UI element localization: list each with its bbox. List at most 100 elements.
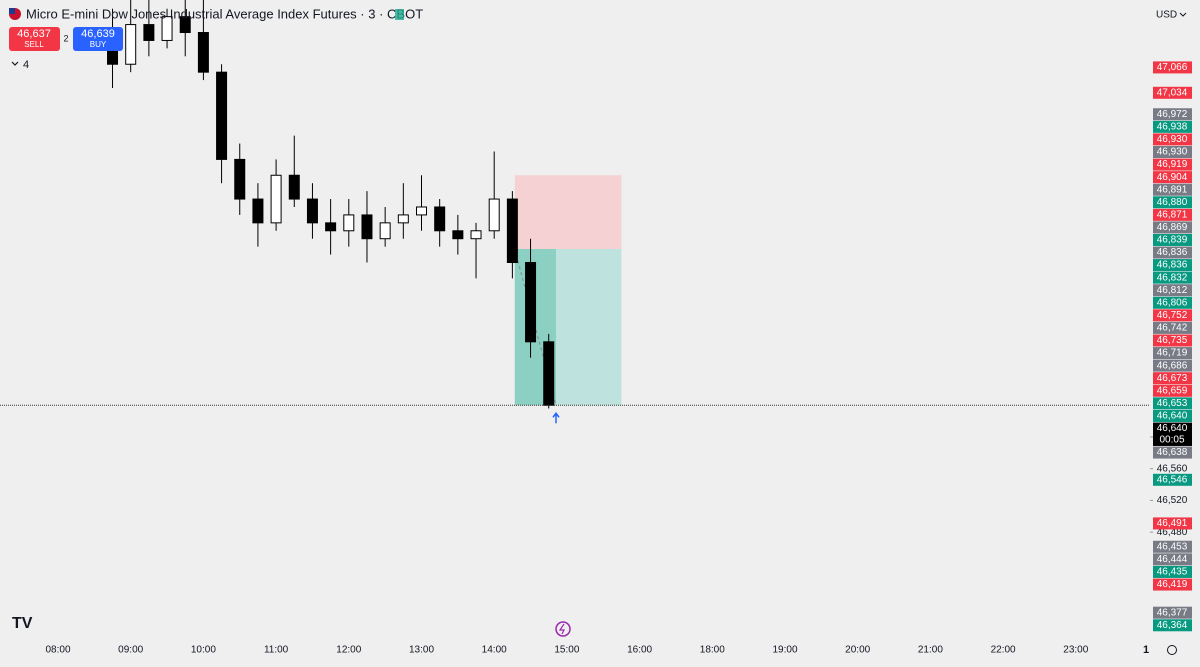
price-tag (1153, 171, 1192, 184)
buy-button[interactable] (73, 27, 123, 51)
price-tag-label: 46,377 (1157, 607, 1188, 618)
x-tick-label: 13:00 (409, 645, 434, 656)
sell-button[interactable] (9, 27, 60, 51)
last-price-tag (1153, 422, 1192, 446)
ui: Micro E-mini Dow Jones Industrial Averag… (9, 6, 1187, 656)
candle-body (325, 222, 337, 232)
price-tag (1153, 271, 1192, 284)
sell-label: SELL (24, 40, 44, 49)
price-tag (1153, 359, 1192, 372)
price-tag-label: 46,364 (1157, 620, 1188, 631)
price-tag-label: 46,752 (1157, 310, 1188, 321)
event-icon-bolt (558, 623, 565, 635)
sell-price: 46,637 (17, 28, 51, 40)
price-tag-label: 46,640 (1157, 423, 1188, 434)
price-tag (1153, 347, 1192, 360)
x-tick-label: 20:00 (845, 645, 870, 656)
price-tag (1153, 372, 1192, 385)
price-tag-label: 47,066 (1157, 62, 1188, 73)
price-tag (1153, 321, 1192, 334)
price-tag (1153, 397, 1192, 410)
price-tag (1153, 61, 1192, 74)
x-tick-label: 08:00 (45, 645, 70, 656)
price-tag-label: 46,871 (1157, 209, 1188, 220)
x-tick-label: 12:00 (336, 645, 361, 656)
price-tag-label: 46,836 (1157, 247, 1188, 258)
price-tag-label: 46,832 (1157, 272, 1188, 283)
price-tag (1153, 158, 1192, 171)
price-tag-label: 46,719 (1157, 348, 1188, 359)
price-tag (1153, 409, 1192, 422)
price-tag (1153, 578, 1192, 591)
price-tag-label: 47,034 (1157, 87, 1188, 98)
x-tick-label: 09:00 (118, 645, 143, 656)
price-tag (1153, 517, 1192, 530)
price-tag-label: 46,839 (1157, 235, 1188, 246)
price-tag-label: 46,444 (1157, 554, 1188, 565)
scale-label[interactable]: 1 (1143, 644, 1149, 656)
price-tag-label: 46,930 (1157, 134, 1188, 145)
settings-icon[interactable] (1167, 645, 1177, 655)
buy-label: BUY (90, 40, 107, 49)
event-icon[interactable] (555, 621, 571, 637)
price-tag (1153, 196, 1192, 209)
price-tag-label: 46,673 (1157, 373, 1188, 384)
candle-body (216, 71, 228, 160)
price-tag-label: 46,972 (1157, 109, 1188, 120)
candle-body (488, 198, 500, 232)
price-tag-label: 46,546 (1157, 474, 1188, 485)
candle-body (543, 341, 555, 406)
candle-body (379, 222, 391, 240)
price-tag-label: 46,880 (1157, 197, 1188, 208)
candle-body (270, 174, 282, 224)
price-tag (1153, 145, 1192, 158)
indicator-count[interactable]: 4 (23, 59, 29, 71)
price-tag (1153, 233, 1192, 246)
collapse-icon[interactable] (11, 61, 19, 66)
y-tick-label: 46,560 (1157, 463, 1188, 474)
x-tick-label: 22:00 (991, 645, 1016, 656)
candle-body (470, 230, 482, 240)
x-tick-label: 18:00 (700, 645, 725, 656)
candle-body (506, 198, 518, 264)
x-tick-label: 11:00 (264, 645, 289, 656)
candle-body (416, 206, 427, 216)
price-tag-label: 46,419 (1157, 579, 1188, 590)
candle-body (161, 16, 173, 41)
price-tag (1153, 108, 1192, 121)
candle-body (179, 16, 191, 34)
price-tag (1153, 606, 1192, 619)
price-tag (1153, 86, 1192, 99)
currency-caret (1179, 12, 1187, 17)
candle-body (343, 214, 355, 232)
price-tag-label: 46,891 (1157, 184, 1188, 195)
price-tag (1153, 221, 1192, 234)
price-tag-label: 46,836 (1157, 260, 1188, 271)
price-tag (1153, 309, 1192, 322)
buy-arrow (552, 412, 560, 424)
candle-body (252, 198, 264, 224)
x-tick-label: 15:00 (554, 645, 579, 656)
x-tick-label: 16:00 (627, 645, 652, 656)
y-tick-label: 46,520 (1157, 495, 1188, 506)
currency[interactable]: USD (1156, 10, 1177, 21)
flag-icon-canton (9, 8, 15, 14)
price-tag-label: 46,930 (1157, 147, 1188, 158)
candle-body (288, 174, 300, 200)
stop-zone (514, 175, 622, 250)
price-tag-label: 46,904 (1157, 172, 1188, 183)
candle-body (197, 32, 209, 73)
price-tag-label: 46,919 (1157, 159, 1188, 170)
price-tag-label: 46,742 (1157, 323, 1188, 334)
spread: 2 (63, 33, 68, 43)
price-tag-label: 46,686 (1157, 360, 1188, 371)
price-tag-label: 46,869 (1157, 222, 1188, 233)
price-tag (1153, 208, 1192, 221)
price-tag (1153, 133, 1192, 146)
candle-body (234, 158, 246, 200)
time-scale (0, 640, 1200, 662)
price-tag-label: 46,638 (1157, 447, 1188, 458)
price-tag (1153, 334, 1192, 347)
price-tag (1153, 284, 1192, 297)
market-status (395, 9, 404, 20)
